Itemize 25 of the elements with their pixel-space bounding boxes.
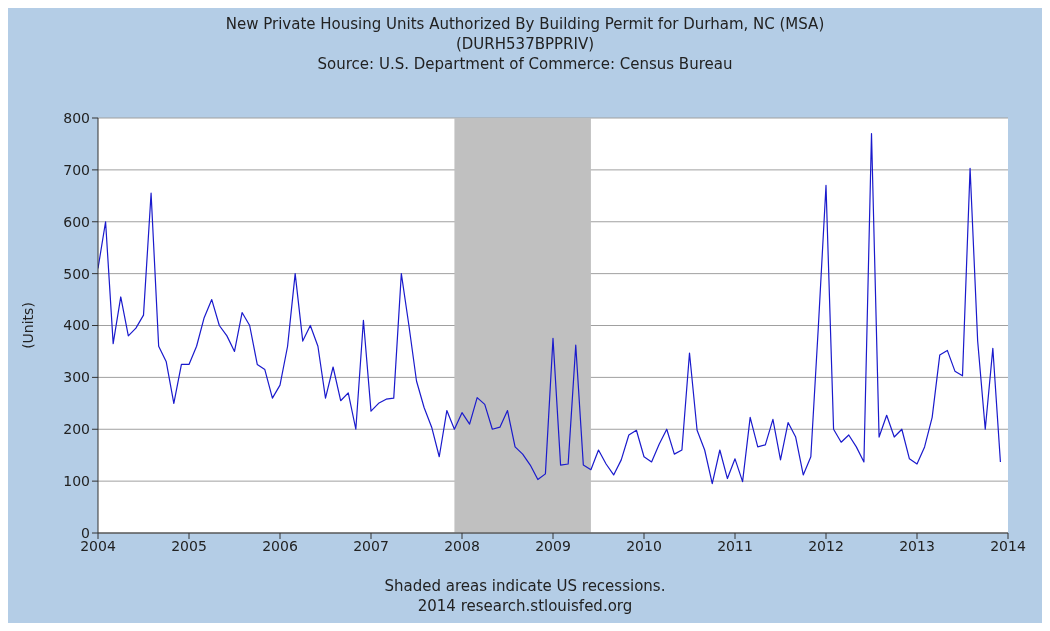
- x-tick-label: 2006: [262, 537, 298, 554]
- x-tick-label: 2011: [717, 537, 753, 554]
- x-tick-label: 2009: [535, 537, 571, 554]
- line-series: [98, 132, 1002, 485]
- chart-subtitle: (DURH537BPPRIV): [454, 34, 596, 54]
- text: Shaded areas indicate US recessions.: [383, 576, 667, 596]
- y-tick-label: 600: [63, 213, 90, 230]
- x-tick-label: 2010: [626, 537, 662, 554]
- source-note: Source: U.S. Department of Commerce: Census Bureau: [316, 54, 734, 74]
- text: 2014 research.stlouisfed.org: [416, 596, 634, 616]
- y-tick-label: 100: [63, 473, 90, 490]
- x-tick-label: 2013: [899, 537, 935, 554]
- y-tick-label: 300: [63, 369, 90, 386]
- x-tick-label: 2012: [808, 537, 844, 554]
- y-tick-label: 700: [63, 161, 90, 178]
- x-tick-label: 2007: [353, 537, 389, 554]
- chart-title: New Private Housing Units Authorized By Building Permit for Durham, NC (MSA): [224, 14, 826, 34]
- x-tick-label: 2014: [990, 537, 1026, 554]
- y-tick-label: 500: [63, 265, 90, 282]
- y-tick-label: 200: [63, 421, 90, 438]
- x-tick-label: 2005: [171, 537, 207, 554]
- y-tick-label: 400: [63, 317, 90, 334]
- y-axis-title: (Units): [19, 302, 36, 349]
- y-tick-label: 800: [63, 109, 90, 126]
- x-tick-label: 2008: [444, 537, 480, 554]
